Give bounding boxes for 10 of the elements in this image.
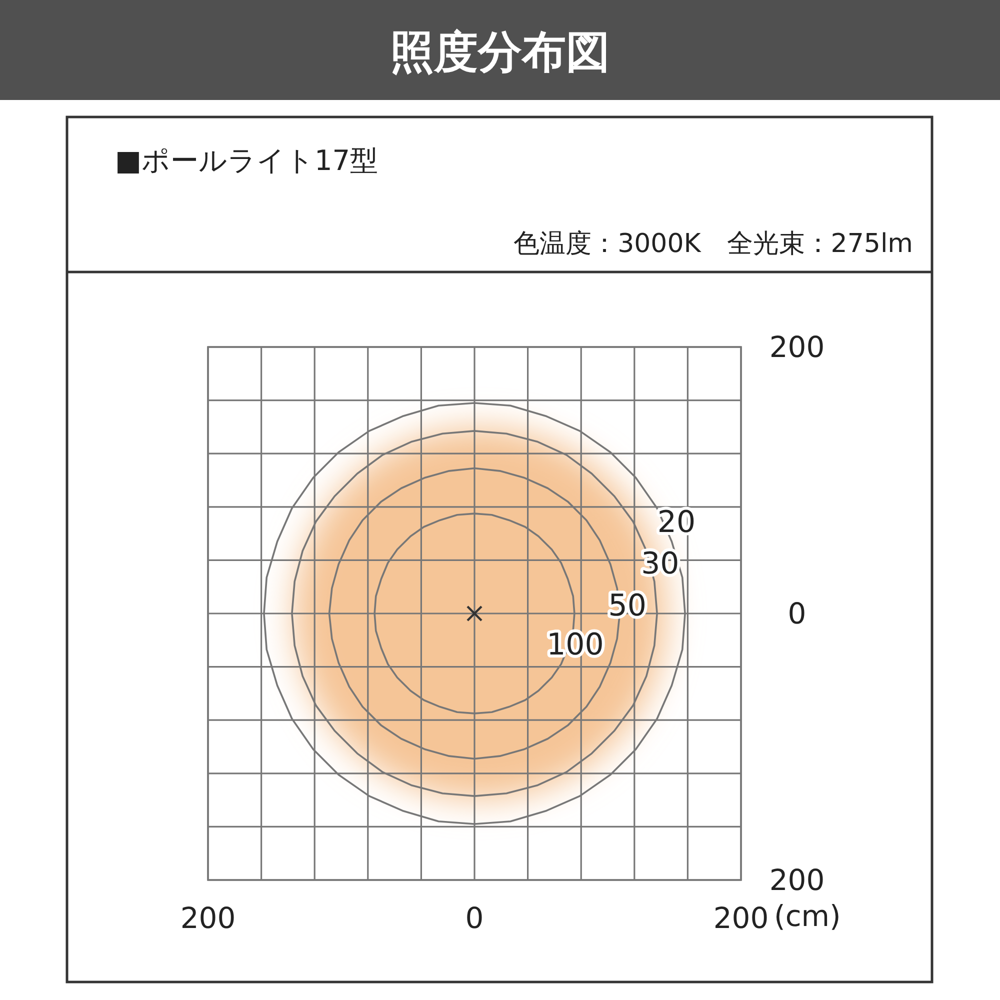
x-tick-label: 200 xyxy=(180,901,236,935)
y-tick-label: 200 xyxy=(769,863,825,897)
x-axis-title: (cm) xyxy=(774,899,841,933)
chart-title: 照度分布図 xyxy=(390,26,610,78)
x-tick-label: 200 xyxy=(713,901,769,935)
x-tick-label: 0 xyxy=(465,901,484,935)
y-tick-label: 0 xyxy=(788,596,806,630)
text: 色温度：3000K 全光束：275lm xyxy=(514,229,913,259)
chart-subtitle: ■ポールライト17型 xyxy=(115,144,378,176)
y-tick-label: 200 xyxy=(769,330,825,364)
